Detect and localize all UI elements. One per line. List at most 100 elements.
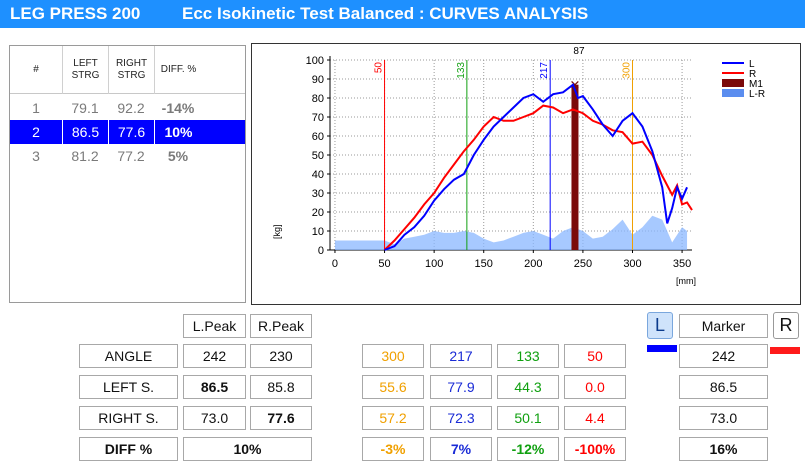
series-m1-bar (571, 84, 579, 250)
legend-label-l: L (749, 59, 755, 70)
marker-50-right: 4.4 (564, 406, 626, 430)
marker-217-diff: 7% (430, 437, 492, 461)
legend-label-r: R (749, 69, 756, 80)
trial-diff: -14% (161, 100, 195, 116)
app-title: LEG PRESS 200 (10, 4, 141, 23)
legend-swatch-l-r (722, 89, 744, 97)
trial-row-2[interactable]: 2 86.5 77.6 10% (10, 120, 245, 144)
y-tick-label: 100 (306, 55, 324, 67)
marker-label-217: 217 (539, 62, 550, 79)
x-tick-label: 200 (524, 258, 542, 270)
left-color-swatch (647, 345, 677, 352)
col-header-diff: DIFF. % (154, 46, 202, 94)
r-peak-header: R.Peak (250, 314, 312, 338)
row-label-left: LEFT S. (79, 375, 178, 399)
trial-number: 3 (32, 148, 40, 164)
trial-left: 79.1 (71, 100, 99, 116)
marker-300-right: 57.2 (362, 406, 424, 430)
marker-left-value: 86.5 (679, 375, 768, 399)
x-tick-label: 250 (574, 258, 592, 270)
l-peak-header: L.Peak (183, 314, 246, 338)
x-tick-label: 0 (332, 258, 338, 270)
marker-right-value: 73.0 (679, 406, 768, 430)
trial-row-3[interactable]: 3 81.2 77.2 5% (10, 144, 245, 168)
col-header-right-strength: RIGHT STRG (108, 46, 154, 94)
marker-217-right: 72.3 (430, 406, 492, 430)
marker-217-angle: 217 (430, 344, 492, 368)
trial-left: 86.5 (62, 120, 108, 144)
col-header-left-strength: LEFT STRG (62, 46, 108, 94)
y-tick-label: 10 (312, 226, 324, 238)
trial-number: 2 (32, 124, 40, 140)
marker-header: Marker (679, 314, 768, 338)
y-tick-label: 30 (312, 188, 324, 200)
trial-number: 1 (32, 100, 40, 116)
curves-chart-svg: 0 10 20 30 40 50 60 70 80 90 100 0 50 100 150 200 250 300… (272, 46, 765, 286)
y-tick-label: 50 (312, 150, 324, 162)
marker-diff-value: 16% (679, 437, 768, 461)
row-label-angle: ANGLE (79, 344, 178, 368)
right-l-peak: 73.0 (183, 406, 246, 430)
legend-label-m1: M1 (749, 79, 763, 90)
title-bar: LEG PRESS 200 Ecc Isokinetic Test Balanc… (0, 0, 805, 28)
marker-133-diff: -12% (497, 437, 559, 461)
angle-l-peak: 242 (183, 344, 246, 368)
series-m1-point: ✕ (570, 78, 581, 93)
marker-label-133: 133 (456, 62, 467, 79)
y-axis-label: [kg] (272, 224, 282, 239)
trial-right: 92.2 (117, 100, 145, 116)
x-tick-label: 100 (425, 258, 443, 270)
marker-300-diff: -3% (362, 437, 424, 461)
legend-swatch-m1 (722, 79, 744, 87)
x-tick-label: 150 (475, 258, 493, 270)
legend-label-l-r: L-R (749, 89, 765, 100)
row-label-right: RIGHT S. (79, 406, 178, 430)
marker-label-50: 50 (374, 62, 385, 74)
left-r-peak: 85.8 (250, 375, 312, 399)
marker-300-left: 55.6 (362, 375, 424, 399)
marker-angle-value: 242 (679, 344, 768, 368)
x-tick-label: 350 (673, 258, 691, 270)
trial-right: 77.2 (117, 148, 145, 164)
trial-diff: 5% (167, 148, 189, 164)
trials-table: # LEFT STRG RIGHT STRG DIFF. % 1 79.1 92… (9, 45, 246, 303)
y-tick-label: 80 (312, 93, 324, 105)
trial-left: 81.2 (71, 148, 99, 164)
trial-row-1[interactable]: 1 79.1 92.2 -14% (10, 96, 245, 120)
right-r-peak: 77.6 (250, 406, 312, 430)
x-axis-label: [mm] (676, 276, 696, 286)
trial-diff: 10% (154, 120, 202, 144)
marker-133-right: 50.1 (497, 406, 559, 430)
marker-300-angle: 300 (362, 344, 424, 368)
series-r-line (383, 104, 693, 251)
series-lr-area (334, 215, 688, 250)
y-tick-label: 60 (312, 131, 324, 143)
curves-chart[interactable]: 0 10 20 30 40 50 60 70 80 90 100 0 50 100 150 200 250 300… (251, 43, 801, 305)
trial-right: 77.6 (108, 120, 154, 144)
right-button[interactable]: R (773, 312, 799, 339)
y-tick-label: 90 (312, 74, 324, 86)
peak-diff: 10% (183, 437, 312, 461)
y-tick-label: 70 (312, 112, 324, 124)
left-l-peak: 86.5 (183, 375, 246, 399)
x-tick-label: 50 (378, 258, 390, 270)
marker-50-diff: -100% (564, 437, 626, 461)
row-label-diff: DIFF % (79, 437, 178, 461)
x-tick-label: 300 (623, 258, 641, 270)
marker-label-300: 300 (621, 62, 632, 79)
trials-table-header: # LEFT STRG RIGHT STRG DIFF. % (10, 46, 245, 94)
col-header-number: # (33, 64, 39, 75)
y-tick-label: 20 (312, 207, 324, 219)
series-l-line (384, 83, 688, 251)
y-tick-label: 40 (312, 169, 324, 181)
angle-r-peak: 230 (250, 344, 312, 368)
marker-133-left: 44.3 (497, 375, 559, 399)
marker-217-left: 77.9 (430, 375, 492, 399)
marker-50-left: 0.0 (564, 375, 626, 399)
test-title: Ecc Isokinetic Test Balanced : CURVES AN… (182, 4, 589, 23)
right-color-swatch (770, 347, 800, 354)
left-button[interactable]: L (647, 312, 673, 339)
peak-label: 87 (573, 46, 585, 57)
y-tick-label: 0 (318, 245, 324, 257)
marker-50-angle: 50 (564, 344, 626, 368)
